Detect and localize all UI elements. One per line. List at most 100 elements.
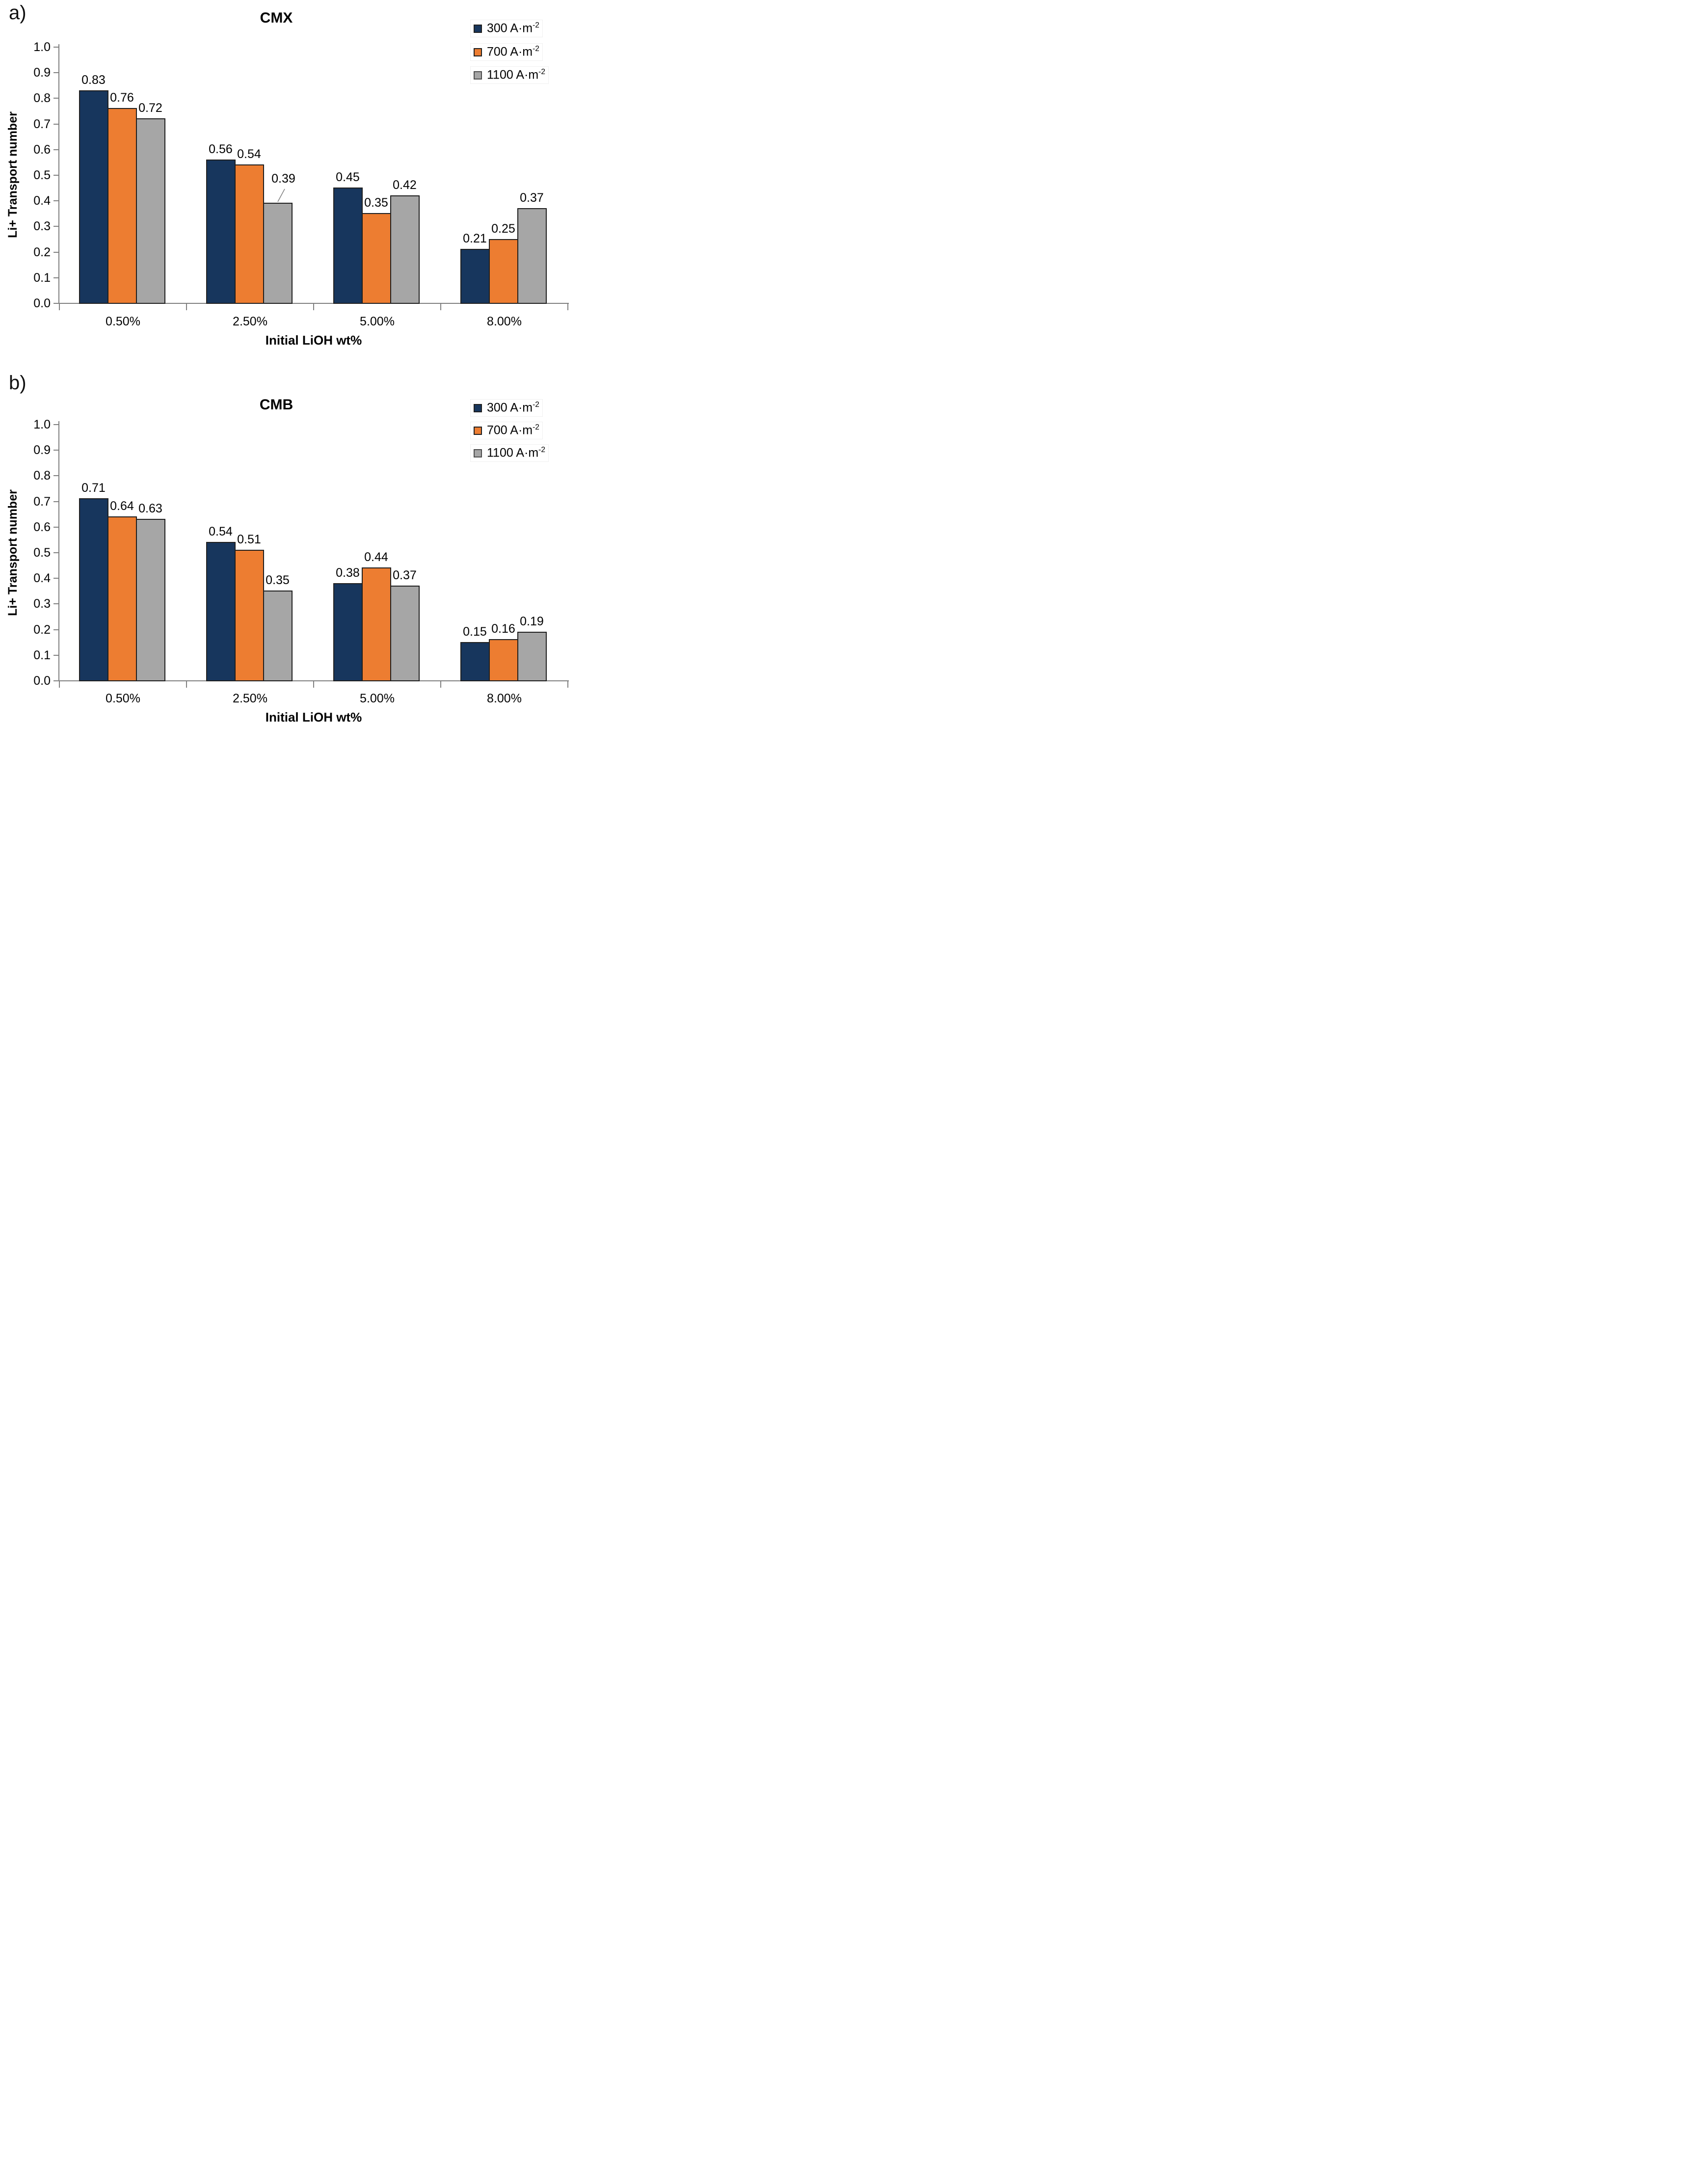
y-axis-line [58,44,59,304]
bar-value-label: 0.35 [364,196,388,210]
y-tick-label: 0.0 [33,296,51,310]
legend-swatch-icon [474,48,482,56]
bar-1100-0.50% [135,118,165,304]
y-tick-label: 0.0 [33,674,51,688]
chart-b-x-axis-title: Initial LiOH wt% [265,710,362,725]
bar-700-0.50% [107,516,137,681]
x-boundary-tick [186,681,187,688]
y-tick-label: 0.6 [33,520,51,534]
y-tick [53,303,58,304]
bar-700-5.00% [361,567,391,681]
y-tick [53,475,58,477]
bar-value-label: 0.51 [237,532,261,546]
legend-item: 700 A·m-2 [470,43,543,61]
y-tick-label: 0.7 [33,117,51,131]
legend-label: 1100 A·m-2 [487,68,545,82]
bar-1100-8.00% [517,631,547,681]
y-tick-label: 1.0 [33,418,51,431]
bar-1100-5.00% [390,585,420,681]
y-tick [53,47,58,48]
y-tick [53,450,58,451]
panel-a-label: a) [9,2,27,24]
legend-swatch-icon [474,71,482,80]
x-boundary-tick [313,304,314,310]
y-tick [53,251,58,253]
x-boundary-tick [59,681,60,688]
chart-a-x-axis-title: Initial LiOH wt% [265,333,362,348]
bar-value-label: 0.39 [271,172,295,186]
bar-value-label: 0.72 [138,101,162,115]
legend-item: 300 A·m-2 [470,399,543,417]
bar-700-8.00% [488,239,518,304]
x-boundary-tick [313,681,314,688]
bar-value-label: 0.37 [393,568,417,582]
bar-value-label: 0.21 [463,232,487,246]
bar-value-label: 0.54 [237,147,261,161]
y-tick-label: 0.8 [33,91,51,106]
x-tick-label: 0.50% [106,315,140,328]
x-tick-label: 0.50% [106,692,140,705]
y-tick [53,72,58,74]
y-tick [53,552,58,553]
bar-value-label: 0.19 [520,614,544,628]
x-boundary-tick [567,681,568,688]
y-tick-label: 0.3 [33,597,51,611]
y-tick [53,578,58,579]
legend-label: 300 A·m-2 [487,21,539,35]
bar-300-8.00% [460,642,490,681]
bar-1100-5.00% [390,195,420,304]
bar-300-0.50% [79,498,108,681]
x-tick-label: 5.00% [360,315,395,328]
bar-700-2.50% [234,549,264,681]
y-tick [53,680,58,681]
y-axis-line [58,421,59,681]
y-tick-label: 0.2 [33,622,51,637]
figure-two-panel-bar-charts: a) CMX Li+ Transport number Initial LiOH… [0,0,569,725]
bar-value-label: 0.54 [209,525,233,539]
x-tick-label: 2.50% [233,692,267,705]
y-tick [53,226,58,227]
y-tick-label: 0.1 [33,270,51,285]
y-tick [53,629,58,630]
y-tick-label: 0.5 [33,168,51,182]
legend-swatch-icon [474,426,482,435]
x-boundary-tick [440,304,441,310]
legend-item: 1100 A·m-2 [470,66,549,84]
bar-value-label: 0.15 [463,624,487,639]
y-tick-label: 0.5 [33,546,51,560]
bar-value-label: 0.45 [336,170,360,185]
y-tick-label: 0.9 [33,66,51,80]
legend-item: 1100 A·m-2 [470,444,549,462]
y-tick-label: 0.9 [33,443,51,457]
label-leader-line [277,189,285,202]
x-tick-label: 2.50% [233,315,267,328]
y-tick [53,603,58,605]
bar-value-label: 0.25 [491,221,515,236]
legend-label: 300 A·m-2 [487,401,539,415]
y-tick-label: 0.6 [33,142,51,157]
x-boundary-tick [440,681,441,688]
bar-1100-2.50% [263,591,293,681]
bar-value-label: 0.16 [491,622,515,636]
bar-value-label: 0.35 [266,573,290,588]
bar-700-0.50% [107,108,137,304]
bar-value-label: 0.76 [110,91,134,105]
bar-300-2.50% [206,159,236,304]
chart-a-title: CMX [260,10,293,26]
panel-b-label: b) [9,372,27,394]
x-tick-label: 8.00% [487,315,522,328]
bar-700-8.00% [488,639,518,681]
y-tick [53,200,58,202]
y-tick-label: 0.2 [33,245,51,259]
y-tick [53,526,58,528]
x-boundary-tick [186,304,187,310]
bar-1100-2.50% [263,203,293,304]
x-axis-line [58,680,569,681]
legend-item: 300 A·m-2 [470,20,543,37]
y-tick [53,277,58,278]
x-axis-line [58,303,569,304]
y-tick [53,175,58,176]
legend-label: 700 A·m-2 [487,423,539,437]
y-tick [53,501,58,502]
bar-300-2.50% [206,542,236,681]
